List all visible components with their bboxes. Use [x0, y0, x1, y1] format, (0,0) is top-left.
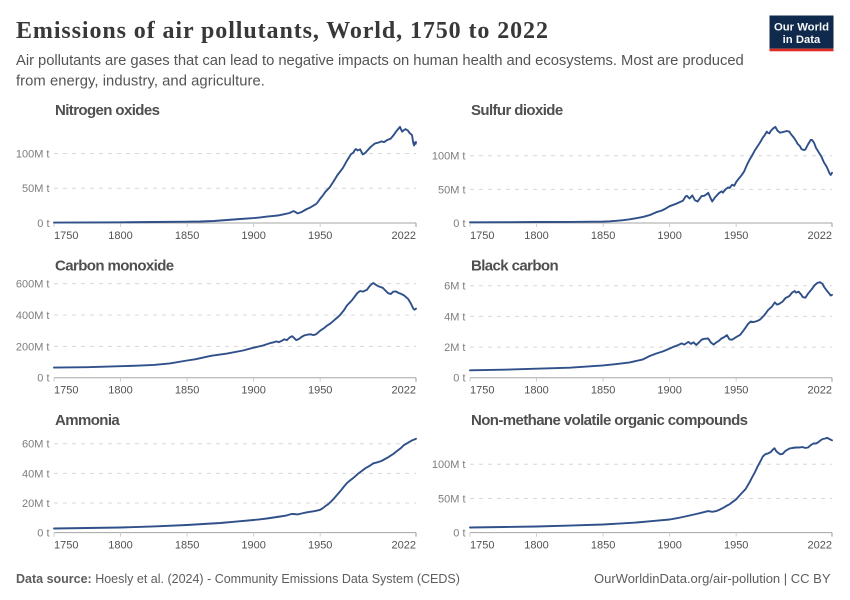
svg-text:40M t: 40M t [22, 468, 50, 480]
svg-text:60M t: 60M t [22, 439, 50, 451]
svg-text:Air pollutants are gases that: Air pollutants are gases that can lead t… [16, 53, 744, 69]
svg-text:1850: 1850 [175, 539, 199, 551]
svg-text:1900: 1900 [657, 385, 681, 397]
svg-text:0 t: 0 t [37, 528, 49, 540]
svg-text:1850: 1850 [175, 385, 199, 397]
svg-text:1950: 1950 [724, 230, 748, 242]
svg-text:1750: 1750 [470, 230, 494, 242]
svg-text:Data source: Hoesly et al. (20: Data source: Hoesly et al. (2024) - Comm… [16, 572, 460, 586]
svg-text:600M t: 600M t [16, 279, 50, 291]
svg-text:1950: 1950 [308, 539, 332, 551]
svg-text:1750: 1750 [470, 539, 494, 551]
svg-text:1900: 1900 [241, 539, 265, 551]
svg-text:2022: 2022 [808, 385, 832, 397]
svg-text:1850: 1850 [591, 539, 615, 551]
svg-text:1750: 1750 [54, 230, 78, 242]
svg-text:1900: 1900 [241, 385, 265, 397]
svg-text:from energy, industry, and agr: from energy, industry, and agriculture. [16, 73, 265, 89]
svg-text:1850: 1850 [591, 230, 615, 242]
svg-text:Black carbon: Black carbon [471, 258, 558, 275]
svg-text:4M t: 4M t [444, 311, 465, 323]
svg-text:0 t: 0 t [37, 218, 49, 230]
svg-text:Non-methane volatile organic c: Non-methane volatile organic compounds [471, 412, 748, 429]
svg-text:2022: 2022 [392, 385, 416, 397]
svg-text:1750: 1750 [54, 385, 78, 397]
svg-text:Carbon monoxide: Carbon monoxide [55, 258, 174, 275]
svg-text:1800: 1800 [108, 539, 132, 551]
svg-text:100M t: 100M t [16, 148, 50, 160]
svg-text:2M t: 2M t [444, 342, 465, 354]
svg-text:OurWorldinData.org/air-polluti: OurWorldinData.org/air-pollution | CC BY [594, 571, 831, 586]
svg-text:1850: 1850 [591, 385, 615, 397]
svg-text:1800: 1800 [108, 385, 132, 397]
svg-text:1950: 1950 [308, 385, 332, 397]
svg-text:50M t: 50M t [438, 493, 466, 505]
svg-text:200M t: 200M t [16, 341, 50, 353]
svg-text:1800: 1800 [524, 230, 548, 242]
svg-text:2022: 2022 [808, 230, 832, 242]
svg-text:1900: 1900 [241, 230, 265, 242]
svg-text:0 t: 0 t [37, 373, 49, 385]
svg-text:1850: 1850 [175, 230, 199, 242]
svg-text:20M t: 20M t [22, 498, 50, 510]
svg-text:1800: 1800 [524, 539, 548, 551]
svg-text:50M t: 50M t [438, 184, 466, 196]
svg-text:6M t: 6M t [444, 281, 465, 293]
svg-text:in Data: in Data [783, 34, 821, 46]
svg-text:2022: 2022 [392, 230, 416, 242]
svg-text:Sulfur dioxide: Sulfur dioxide [471, 102, 563, 119]
svg-text:1900: 1900 [657, 539, 681, 551]
svg-text:Our World: Our World [774, 22, 829, 34]
svg-text:50M t: 50M t [22, 183, 50, 195]
svg-text:1750: 1750 [470, 385, 494, 397]
svg-text:Ammonia: Ammonia [55, 412, 120, 429]
svg-text:1800: 1800 [108, 230, 132, 242]
svg-text:1900: 1900 [657, 230, 681, 242]
svg-text:1750: 1750 [54, 539, 78, 551]
svg-text:2022: 2022 [808, 539, 832, 551]
svg-text:100M t: 100M t [432, 459, 466, 471]
svg-text:Emissions of air pollutants, W: Emissions of air pollutants, World, 1750… [16, 18, 549, 44]
svg-text:1950: 1950 [724, 385, 748, 397]
svg-text:0 t: 0 t [453, 218, 465, 230]
svg-text:0 t: 0 t [453, 373, 465, 385]
svg-text:1950: 1950 [308, 230, 332, 242]
svg-text:1800: 1800 [524, 385, 548, 397]
svg-text:100M t: 100M t [432, 151, 466, 163]
svg-text:2022: 2022 [392, 539, 416, 551]
svg-text:1950: 1950 [724, 539, 748, 551]
svg-text:Nitrogen oxides: Nitrogen oxides [55, 102, 160, 119]
svg-text:0 t: 0 t [453, 528, 465, 540]
svg-text:400M t: 400M t [16, 310, 50, 322]
